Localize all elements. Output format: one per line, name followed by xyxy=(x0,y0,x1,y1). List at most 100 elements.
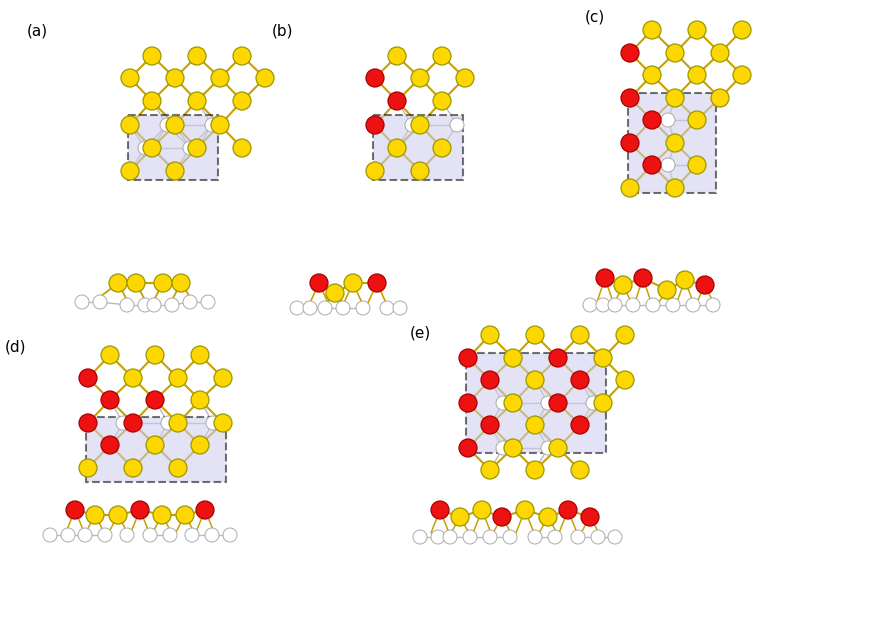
Circle shape xyxy=(124,369,142,387)
Circle shape xyxy=(365,162,384,180)
Circle shape xyxy=(161,416,175,430)
Circle shape xyxy=(643,111,660,129)
Circle shape xyxy=(154,274,172,292)
Circle shape xyxy=(121,116,139,134)
Circle shape xyxy=(595,269,614,287)
Circle shape xyxy=(675,271,694,289)
Circle shape xyxy=(643,66,660,84)
Circle shape xyxy=(450,118,464,132)
Circle shape xyxy=(188,139,205,157)
Circle shape xyxy=(525,371,543,389)
Circle shape xyxy=(525,461,543,479)
Circle shape xyxy=(503,439,522,457)
Circle shape xyxy=(594,394,611,412)
Circle shape xyxy=(205,528,219,542)
Circle shape xyxy=(443,530,457,544)
Circle shape xyxy=(493,508,510,526)
Circle shape xyxy=(666,179,683,197)
Circle shape xyxy=(458,349,477,367)
Circle shape xyxy=(79,459,97,477)
Circle shape xyxy=(143,139,161,157)
Circle shape xyxy=(368,274,385,292)
Circle shape xyxy=(615,326,633,344)
Circle shape xyxy=(430,501,449,519)
Circle shape xyxy=(547,530,561,544)
Circle shape xyxy=(233,139,251,157)
Circle shape xyxy=(387,92,406,110)
Circle shape xyxy=(335,301,349,315)
Circle shape xyxy=(205,416,220,430)
Circle shape xyxy=(666,298,680,312)
Circle shape xyxy=(143,92,161,110)
Circle shape xyxy=(540,396,554,410)
Circle shape xyxy=(138,141,152,155)
Circle shape xyxy=(318,301,332,315)
Circle shape xyxy=(480,371,499,389)
Circle shape xyxy=(201,295,215,309)
Circle shape xyxy=(705,298,719,312)
Circle shape xyxy=(732,66,750,84)
Circle shape xyxy=(503,394,522,412)
Circle shape xyxy=(213,414,232,432)
Circle shape xyxy=(120,298,133,312)
Circle shape xyxy=(430,530,444,544)
Circle shape xyxy=(411,116,428,134)
Circle shape xyxy=(549,394,566,412)
Circle shape xyxy=(614,276,631,294)
Circle shape xyxy=(176,506,194,524)
Circle shape xyxy=(169,414,187,432)
Circle shape xyxy=(538,508,557,526)
Circle shape xyxy=(549,439,566,457)
Circle shape xyxy=(166,162,184,180)
Circle shape xyxy=(458,439,477,457)
Circle shape xyxy=(495,396,509,410)
Circle shape xyxy=(326,284,343,302)
Circle shape xyxy=(411,162,428,180)
Circle shape xyxy=(392,301,407,315)
Circle shape xyxy=(558,501,576,519)
Circle shape xyxy=(685,298,699,312)
Circle shape xyxy=(571,371,588,389)
Circle shape xyxy=(78,528,92,542)
Circle shape xyxy=(172,274,190,292)
Circle shape xyxy=(620,179,638,197)
Circle shape xyxy=(571,326,588,344)
Circle shape xyxy=(387,139,406,157)
Circle shape xyxy=(405,118,419,132)
Circle shape xyxy=(233,47,251,65)
Circle shape xyxy=(387,47,406,65)
Circle shape xyxy=(116,416,130,430)
Circle shape xyxy=(120,528,133,542)
Circle shape xyxy=(660,158,674,172)
Text: (e): (e) xyxy=(409,325,431,340)
Circle shape xyxy=(365,69,384,87)
Circle shape xyxy=(310,274,327,292)
Circle shape xyxy=(458,394,477,412)
Circle shape xyxy=(643,156,660,174)
Circle shape xyxy=(666,44,683,62)
Circle shape xyxy=(255,69,274,87)
Circle shape xyxy=(121,69,139,87)
Circle shape xyxy=(503,349,522,367)
Bar xyxy=(128,115,218,180)
Circle shape xyxy=(169,369,187,387)
Circle shape xyxy=(211,69,229,87)
Circle shape xyxy=(146,436,164,454)
Circle shape xyxy=(433,92,450,110)
Circle shape xyxy=(169,459,187,477)
Circle shape xyxy=(233,92,251,110)
Circle shape xyxy=(660,113,674,127)
Circle shape xyxy=(61,528,75,542)
Circle shape xyxy=(582,298,596,312)
Circle shape xyxy=(482,530,496,544)
Text: (d): (d) xyxy=(5,340,26,355)
Circle shape xyxy=(191,346,209,364)
Circle shape xyxy=(595,298,609,312)
Circle shape xyxy=(109,274,126,292)
Circle shape xyxy=(633,269,651,287)
Circle shape xyxy=(93,295,107,309)
Circle shape xyxy=(463,530,477,544)
Circle shape xyxy=(213,369,232,387)
Circle shape xyxy=(126,274,145,292)
Circle shape xyxy=(124,414,142,432)
